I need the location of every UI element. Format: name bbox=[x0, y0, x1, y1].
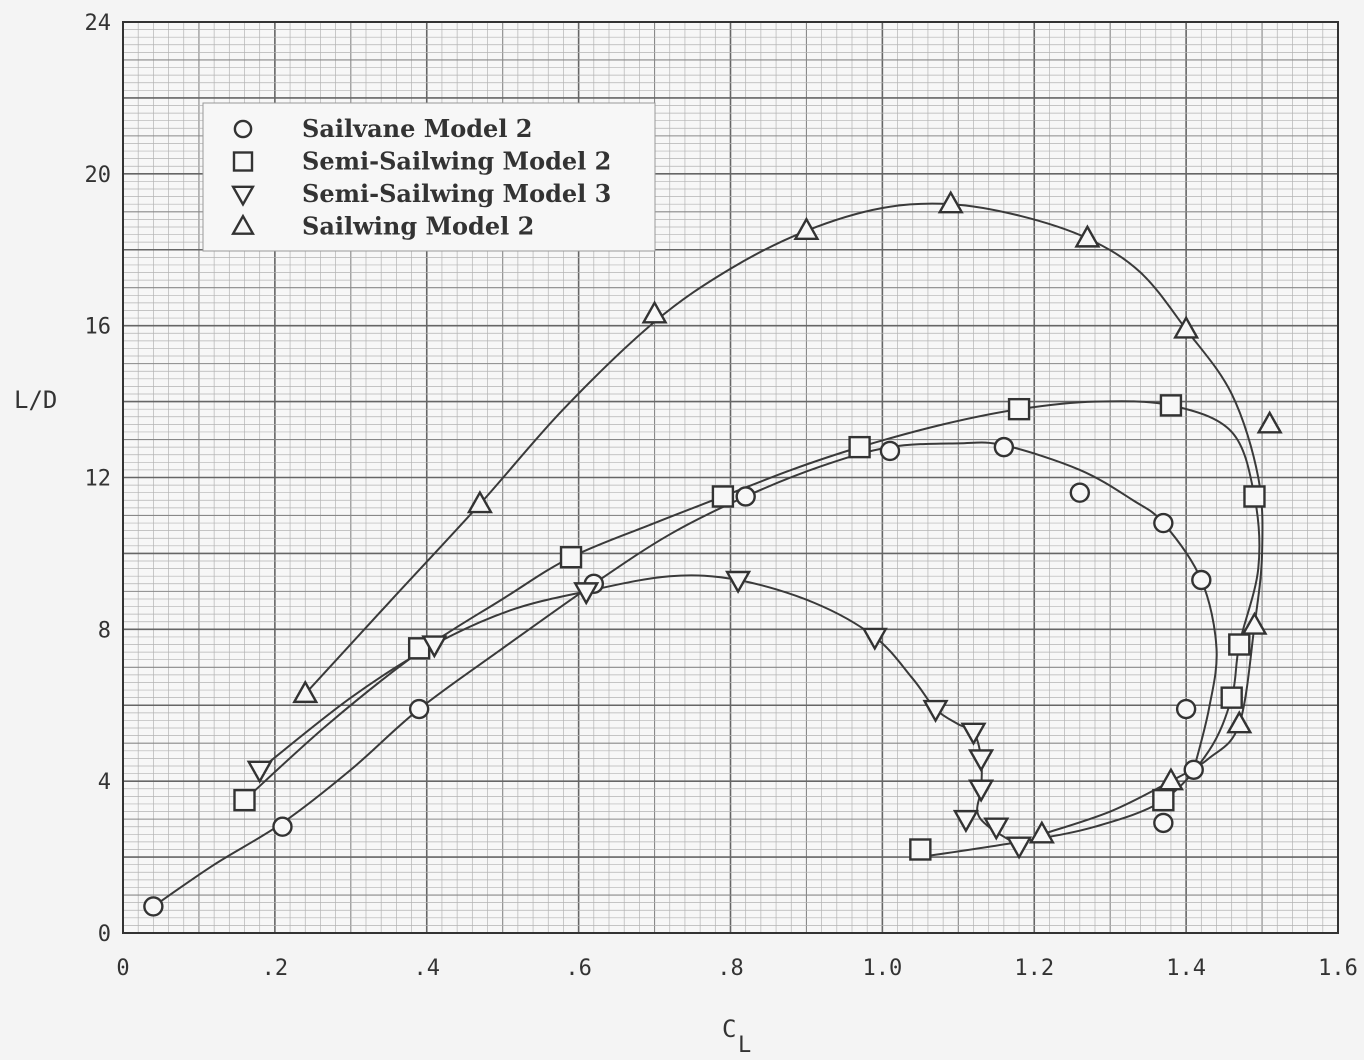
x-tick-label: .2 bbox=[262, 956, 289, 981]
series-0-point bbox=[1191, 569, 1212, 591]
series-2-point bbox=[725, 570, 752, 594]
legend-label-3: Sailwing Model 2 bbox=[302, 212, 534, 241]
series-1-point bbox=[909, 838, 932, 861]
series-1-point bbox=[1220, 686, 1243, 709]
legend-label-0: Sailvane Model 2 bbox=[302, 114, 532, 143]
x-axis-title-subscript: L bbox=[738, 1033, 751, 1058]
series-1-point bbox=[1228, 633, 1251, 656]
y-tick-label: 16 bbox=[85, 315, 112, 340]
x-tick-label: .6 bbox=[565, 956, 592, 981]
series-2-point bbox=[1006, 836, 1033, 860]
legend-marker-0 bbox=[233, 119, 253, 139]
series-0-curve bbox=[152, 441, 1218, 908]
series-2-point bbox=[983, 817, 1010, 841]
series-2-point bbox=[421, 635, 448, 659]
x-tick-label: 1.4 bbox=[1166, 956, 1206, 981]
x-tick-label: 1.6 bbox=[1318, 956, 1358, 981]
y-axis-title: L/D bbox=[14, 386, 57, 414]
series-0-point bbox=[1175, 698, 1197, 720]
series-3-point bbox=[1028, 820, 1055, 844]
x-tick-label: .4 bbox=[414, 956, 441, 981]
series-3-point bbox=[1241, 611, 1268, 635]
x-tick-label: .8 bbox=[717, 956, 744, 981]
x-tick-label: 1.0 bbox=[863, 956, 903, 981]
series-0-point bbox=[408, 698, 430, 720]
series-1-point bbox=[1159, 394, 1183, 417]
series-3-point bbox=[937, 190, 964, 214]
series-2-point bbox=[246, 760, 273, 784]
series-3-point bbox=[1074, 224, 1101, 248]
series-1-point bbox=[1243, 485, 1266, 508]
y-tick-labels: 0 4 8 12 16 20 24 bbox=[85, 11, 112, 947]
series-3-point bbox=[292, 679, 319, 704]
series-2-point bbox=[861, 627, 888, 651]
series-2-point bbox=[968, 749, 995, 773]
series-0-point bbox=[272, 816, 293, 837]
y-tick-label: 0 bbox=[98, 922, 111, 947]
series-1-point bbox=[233, 788, 256, 812]
series-0-point bbox=[143, 896, 164, 917]
x-tick-label: 1.2 bbox=[1014, 956, 1054, 981]
x-tick-label: 0 bbox=[116, 956, 129, 981]
series-1-point bbox=[559, 546, 583, 569]
series-0-point bbox=[879, 440, 901, 462]
legend-label-2: Semi-Sailwing Model 3 bbox=[302, 179, 611, 208]
series-2-point bbox=[960, 722, 987, 746]
series-0-point bbox=[1153, 512, 1174, 534]
series-0-point bbox=[1183, 759, 1204, 780]
series-0-point bbox=[1069, 482, 1091, 503]
series-2-point bbox=[952, 809, 979, 834]
series-0-point bbox=[735, 486, 756, 507]
series-1-point bbox=[848, 435, 871, 459]
series-2-point bbox=[922, 699, 949, 723]
legend-marker-2 bbox=[231, 185, 255, 207]
series-2-point bbox=[573, 582, 600, 606]
series-1-point bbox=[1152, 788, 1175, 812]
plot-frame bbox=[122, 21, 1339, 934]
y-tick-label: 4 bbox=[98, 770, 111, 795]
legend-label-1: Semi-Sailwing Model 2 bbox=[302, 147, 611, 176]
y-tick-label: 20 bbox=[85, 163, 112, 188]
series-3-point bbox=[1226, 710, 1253, 734]
x-tick-labels: 0 .2 .4 .6 .8 1.0 1.2 1.4 1.6 bbox=[116, 956, 1358, 981]
series-0-point bbox=[993, 436, 1015, 458]
series-3-point bbox=[466, 490, 493, 514]
series-3-point bbox=[1256, 410, 1283, 434]
series-markers bbox=[143, 190, 1283, 917]
grid bbox=[123, 22, 1338, 933]
series-0-point bbox=[1153, 812, 1174, 834]
y-tick-label: 12 bbox=[85, 467, 112, 492]
series-3-point bbox=[793, 216, 820, 240]
series-3-point bbox=[1173, 315, 1200, 339]
y-tick-label: 24 bbox=[85, 11, 112, 36]
series-1-point bbox=[1007, 397, 1031, 421]
series-1-point bbox=[711, 485, 735, 508]
series-3-point bbox=[1157, 767, 1184, 791]
legend-box bbox=[202, 102, 656, 252]
x-axis-title: C bbox=[722, 1015, 736, 1043]
series-2-point bbox=[968, 779, 995, 803]
y-tick-label: 8 bbox=[98, 618, 111, 643]
legend-marker-1 bbox=[232, 151, 254, 172]
legend-marker-3 bbox=[231, 213, 255, 235]
legend: Sailvane Model 2 Semi-Sailwing Model 2 Sem… bbox=[202, 102, 656, 252]
series-3-point bbox=[641, 300, 668, 324]
